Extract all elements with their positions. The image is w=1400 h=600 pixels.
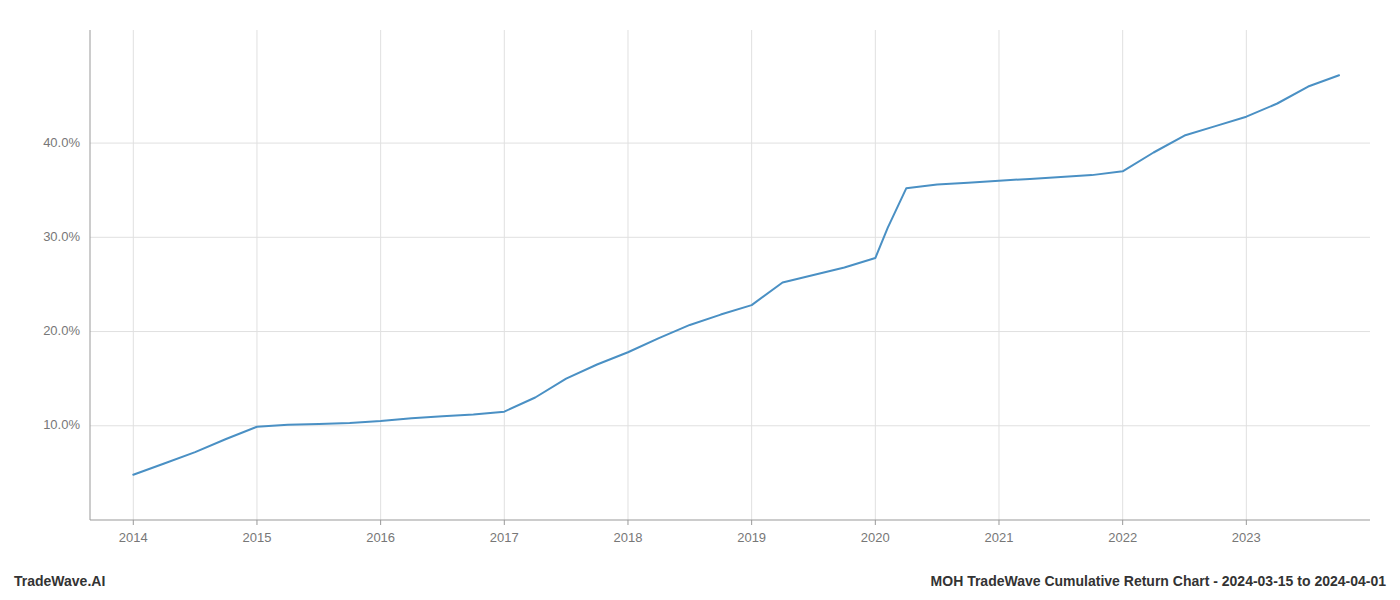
grid-line: [256, 30, 257, 520]
grid-line: [998, 30, 999, 520]
y-tick-label: 40.0%: [43, 135, 80, 150]
x-tick-label: 2020: [861, 530, 890, 545]
x-tick: [1246, 520, 1247, 525]
plot-area: [133, 75, 1339, 475]
grid-line: [751, 30, 752, 520]
y-tick-label: 10.0%: [43, 417, 80, 432]
x-tick-label: 2021: [985, 530, 1014, 545]
grid-line: [90, 237, 1370, 238]
x-axis-line: [90, 520, 1370, 521]
grid: [90, 30, 1370, 520]
watermark: TradeWave.AI: [14, 573, 105, 589]
line: [133, 75, 1339, 475]
y-tick-label: 30.0%: [43, 229, 80, 244]
x-tick-label: 2017: [490, 530, 519, 545]
x-tick: [380, 520, 381, 525]
x-tick-label: 2014: [119, 530, 148, 545]
x-tick-label: 2018: [614, 530, 643, 545]
x-tick: [504, 520, 505, 525]
x-tick-label: 2023: [1232, 530, 1261, 545]
x-tick: [1122, 520, 1123, 525]
chart: 10.0% 20.0% 30.0% 40.0% 2014 2015 2016 2017 2018…: [0, 0, 1400, 600]
grid-line: [875, 30, 876, 520]
x-tick: [133, 520, 134, 525]
y-tick-label: 20.0%: [43, 323, 80, 338]
grid-line: [504, 30, 505, 520]
grid-line: [627, 30, 628, 520]
x-tick-label: 2015: [242, 530, 271, 545]
x-tick: [256, 520, 257, 525]
grid-line: [133, 30, 134, 520]
grid-line: [90, 331, 1370, 332]
grid-line: [380, 30, 381, 520]
grid-line: [90, 143, 1370, 144]
x-tick-label: 2019: [737, 530, 766, 545]
title: MOH TradeWave Cumulative Return Chart - …: [931, 573, 1387, 589]
axes: 10.0% 20.0% 30.0% 40.0% 2014 2015 2016 2017 2018…: [43, 30, 1370, 545]
x-tick-label: 2016: [366, 530, 395, 545]
grid-line: [1122, 30, 1123, 520]
grid-line: [1246, 30, 1247, 520]
x-tick: [751, 520, 752, 525]
x-tick: [627, 520, 628, 525]
y-axis-line: [90, 30, 91, 520]
x-tick-label: 2022: [1108, 530, 1137, 545]
x-tick: [998, 520, 999, 525]
x-tick: [875, 520, 876, 525]
